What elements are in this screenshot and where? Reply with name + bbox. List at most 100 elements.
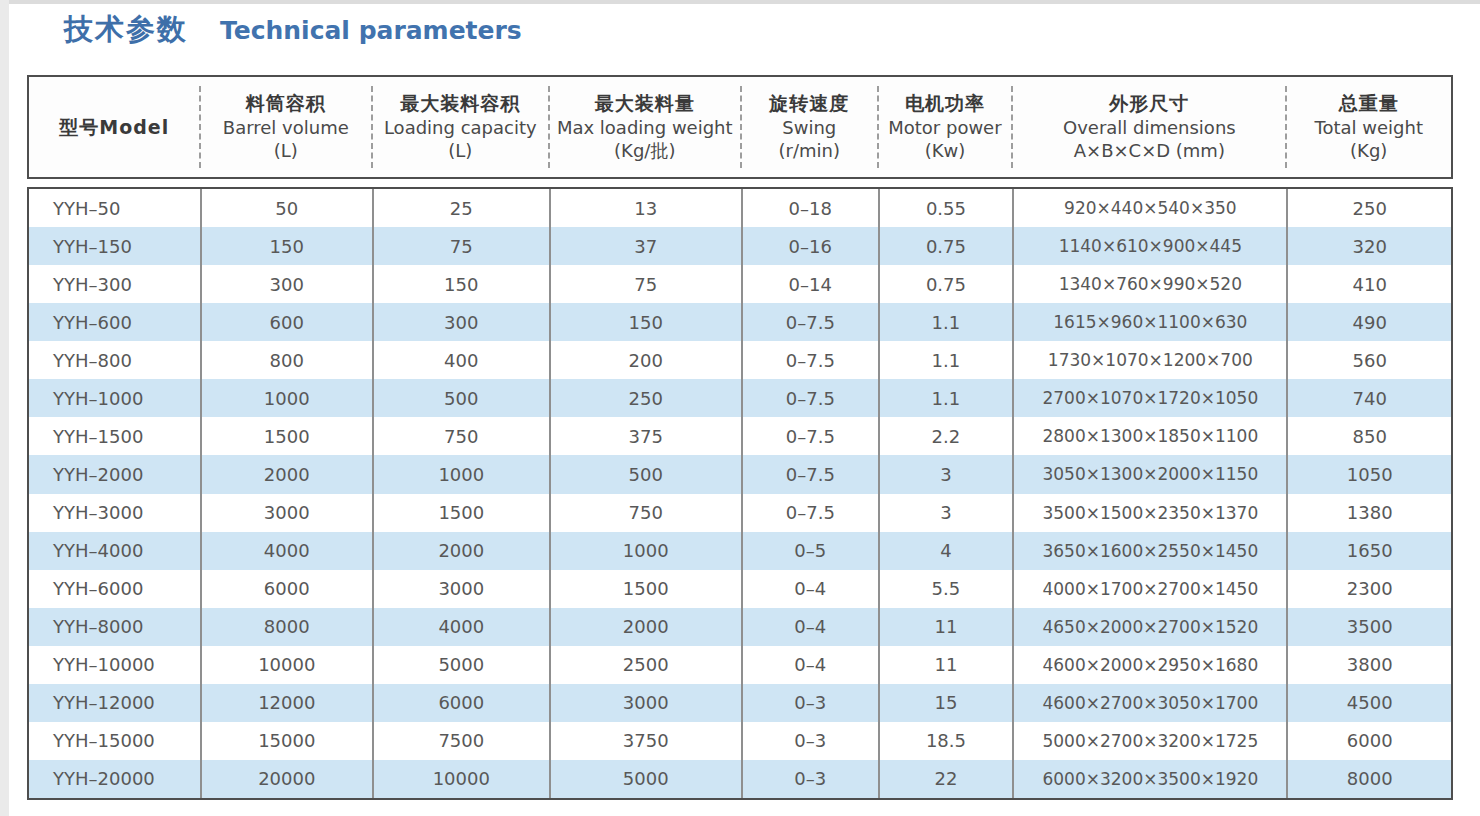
column-header-label-zh: 最大装料量 xyxy=(595,91,695,116)
overall-dimensions-cell: 1730×1070×1200×700 xyxy=(1012,341,1286,379)
overall-dimensions-cell: 4600×2000×2950×1680 xyxy=(1012,646,1286,684)
max-loading-weight-cell: 75 xyxy=(549,265,741,303)
page-left-edge xyxy=(0,0,9,816)
column-header-swing: 旋转速度 Swing (r/min) xyxy=(741,77,878,177)
max-loading-weight-cell: 3750 xyxy=(549,722,741,760)
table-row: YYH–4000 4000 2000 1000 0–5 4 3650×1600×… xyxy=(29,532,1451,570)
column-header-label-en: Motor power xyxy=(888,116,1001,139)
column-header-unit: (L) xyxy=(448,139,472,162)
model-cell: YYH–2000 xyxy=(29,455,200,493)
table-row: YYH–150 150 75 37 0–16 0.75 1140×610×900… xyxy=(29,227,1451,265)
max-loading-weight-cell: 250 xyxy=(549,379,741,417)
barrel-volume-cell: 8000 xyxy=(200,608,373,646)
motor-power-cell: 11 xyxy=(878,608,1013,646)
motor-power-cell: 22 xyxy=(878,760,1013,798)
swing-cell: 0–7.5 xyxy=(741,494,878,532)
swing-cell: 0–7.5 xyxy=(741,379,878,417)
total-weight-cell: 2300 xyxy=(1286,570,1451,608)
column-header-barrel-volume: 料筒容积 Barrel volume (L) xyxy=(200,77,373,177)
overall-dimensions-cell: 3500×1500×2350×1370 xyxy=(1012,494,1286,532)
motor-power-cell: 4 xyxy=(878,532,1013,570)
overall-dimensions-cell: 1340×760×990×520 xyxy=(1012,265,1286,303)
loading-capacity-cell: 75 xyxy=(372,227,549,265)
table-row: YYH–6000 6000 3000 1500 0–4 5.5 4000×170… xyxy=(29,570,1451,608)
loading-capacity-cell: 6000 xyxy=(372,684,549,722)
column-header-unit: (Kw) xyxy=(925,139,966,162)
model-cell: YYH–150 xyxy=(29,227,200,265)
overall-dimensions-cell: 5000×2700×3200×1725 xyxy=(1012,722,1286,760)
table-row: YYH–300 300 150 75 0–14 0.75 1340×760×99… xyxy=(29,265,1451,303)
total-weight-cell: 1380 xyxy=(1286,494,1451,532)
catalog-page: 技术参数 Technical parameters 型号Model 料筒容积 B… xyxy=(0,0,1480,816)
model-cell: YYH–8000 xyxy=(29,608,200,646)
loading-capacity-cell: 3000 xyxy=(372,570,549,608)
overall-dimensions-cell: 4600×2700×3050×1700 xyxy=(1012,684,1286,722)
column-header-unit: (Kg) xyxy=(1350,139,1387,162)
barrel-volume-cell: 4000 xyxy=(200,532,373,570)
loading-capacity-cell: 150 xyxy=(372,265,549,303)
column-header-label-en: Barrel volume xyxy=(223,116,349,139)
swing-cell: 0–4 xyxy=(741,608,878,646)
total-weight-cell: 1050 xyxy=(1286,455,1451,493)
motor-power-cell: 11 xyxy=(878,646,1013,684)
model-cell: YYH–4000 xyxy=(29,532,200,570)
column-header-label-en: Total weight xyxy=(1315,116,1423,139)
column-header-label-zh: 最大装料容积 xyxy=(400,91,520,116)
column-header-unit: (L) xyxy=(274,139,298,162)
column-header-label-zh: 总重量 xyxy=(1339,91,1399,116)
barrel-volume-cell: 150 xyxy=(200,227,373,265)
overall-dimensions-cell: 1140×610×900×445 xyxy=(1012,227,1286,265)
barrel-volume-cell: 20000 xyxy=(200,760,373,798)
column-header-model: 型号Model xyxy=(29,77,200,177)
table-row: YYH–3000 3000 1500 750 0–7.5 3 3500×1500… xyxy=(29,494,1451,532)
page-title: 技术参数 Technical parameters xyxy=(64,10,522,50)
barrel-volume-cell: 6000 xyxy=(200,570,373,608)
motor-power-cell: 0.75 xyxy=(878,227,1013,265)
parameters-table-body: YYH–50 50 25 13 0–18 0.55 920×440×540×35… xyxy=(27,187,1453,800)
barrel-volume-cell: 3000 xyxy=(200,494,373,532)
loading-capacity-cell: 4000 xyxy=(372,608,549,646)
table-row: YYH–12000 12000 6000 3000 0–3 15 4600×27… xyxy=(29,684,1451,722)
model-cell: YYH–6000 xyxy=(29,570,200,608)
motor-power-cell: 3 xyxy=(878,494,1013,532)
parameters-table-header: 型号Model 料筒容积 Barrel volume (L) 最大装料容积 Lo… xyxy=(27,75,1453,179)
column-header-label: 型号Model xyxy=(59,115,169,140)
barrel-volume-cell: 600 xyxy=(200,303,373,341)
loading-capacity-cell: 300 xyxy=(372,303,549,341)
table-row: YYH–8000 8000 4000 2000 0–4 11 4650×2000… xyxy=(29,608,1451,646)
total-weight-cell: 1650 xyxy=(1286,532,1451,570)
column-header-label-en: Overall dimensions xyxy=(1063,116,1236,139)
model-cell: YYH–3000 xyxy=(29,494,200,532)
total-weight-cell: 410 xyxy=(1286,265,1451,303)
table-row: YYH–10000 10000 5000 2500 0–4 11 4600×20… xyxy=(29,646,1451,684)
barrel-volume-cell: 15000 xyxy=(200,722,373,760)
max-loading-weight-cell: 200 xyxy=(549,341,741,379)
swing-cell: 0–5 xyxy=(741,532,878,570)
total-weight-cell: 320 xyxy=(1286,227,1451,265)
column-header-label-en: Swing xyxy=(782,116,836,139)
table-row: YYH–50 50 25 13 0–18 0.55 920×440×540×35… xyxy=(29,189,1451,227)
overall-dimensions-cell: 3050×1300×2000×1150 xyxy=(1012,455,1286,493)
total-weight-cell: 4500 xyxy=(1286,684,1451,722)
motor-power-cell: 15 xyxy=(878,684,1013,722)
table-row: YYH–1500 1500 750 375 0–7.5 2.2 2800×130… xyxy=(29,417,1451,455)
page-top-edge xyxy=(0,0,1480,4)
overall-dimensions-cell: 4650×2000×2700×1520 xyxy=(1012,608,1286,646)
max-loading-weight-cell: 375 xyxy=(549,417,741,455)
column-header-unit: (r/min) xyxy=(779,139,840,162)
model-cell: YYH–800 xyxy=(29,341,200,379)
motor-power-cell: 1.1 xyxy=(878,379,1013,417)
swing-cell: 0–4 xyxy=(741,570,878,608)
model-cell: YYH–600 xyxy=(29,303,200,341)
swing-cell: 0–3 xyxy=(741,722,878,760)
swing-cell: 0–7.5 xyxy=(741,303,878,341)
column-header-label-zh: 料筒容积 xyxy=(246,91,326,116)
swing-cell: 0–14 xyxy=(741,265,878,303)
max-loading-weight-cell: 2000 xyxy=(549,608,741,646)
loading-capacity-cell: 5000 xyxy=(372,646,549,684)
barrel-volume-cell: 10000 xyxy=(200,646,373,684)
barrel-volume-cell: 2000 xyxy=(200,455,373,493)
swing-cell: 0–7.5 xyxy=(741,417,878,455)
max-loading-weight-cell: 2500 xyxy=(549,646,741,684)
swing-cell: 0–4 xyxy=(741,646,878,684)
